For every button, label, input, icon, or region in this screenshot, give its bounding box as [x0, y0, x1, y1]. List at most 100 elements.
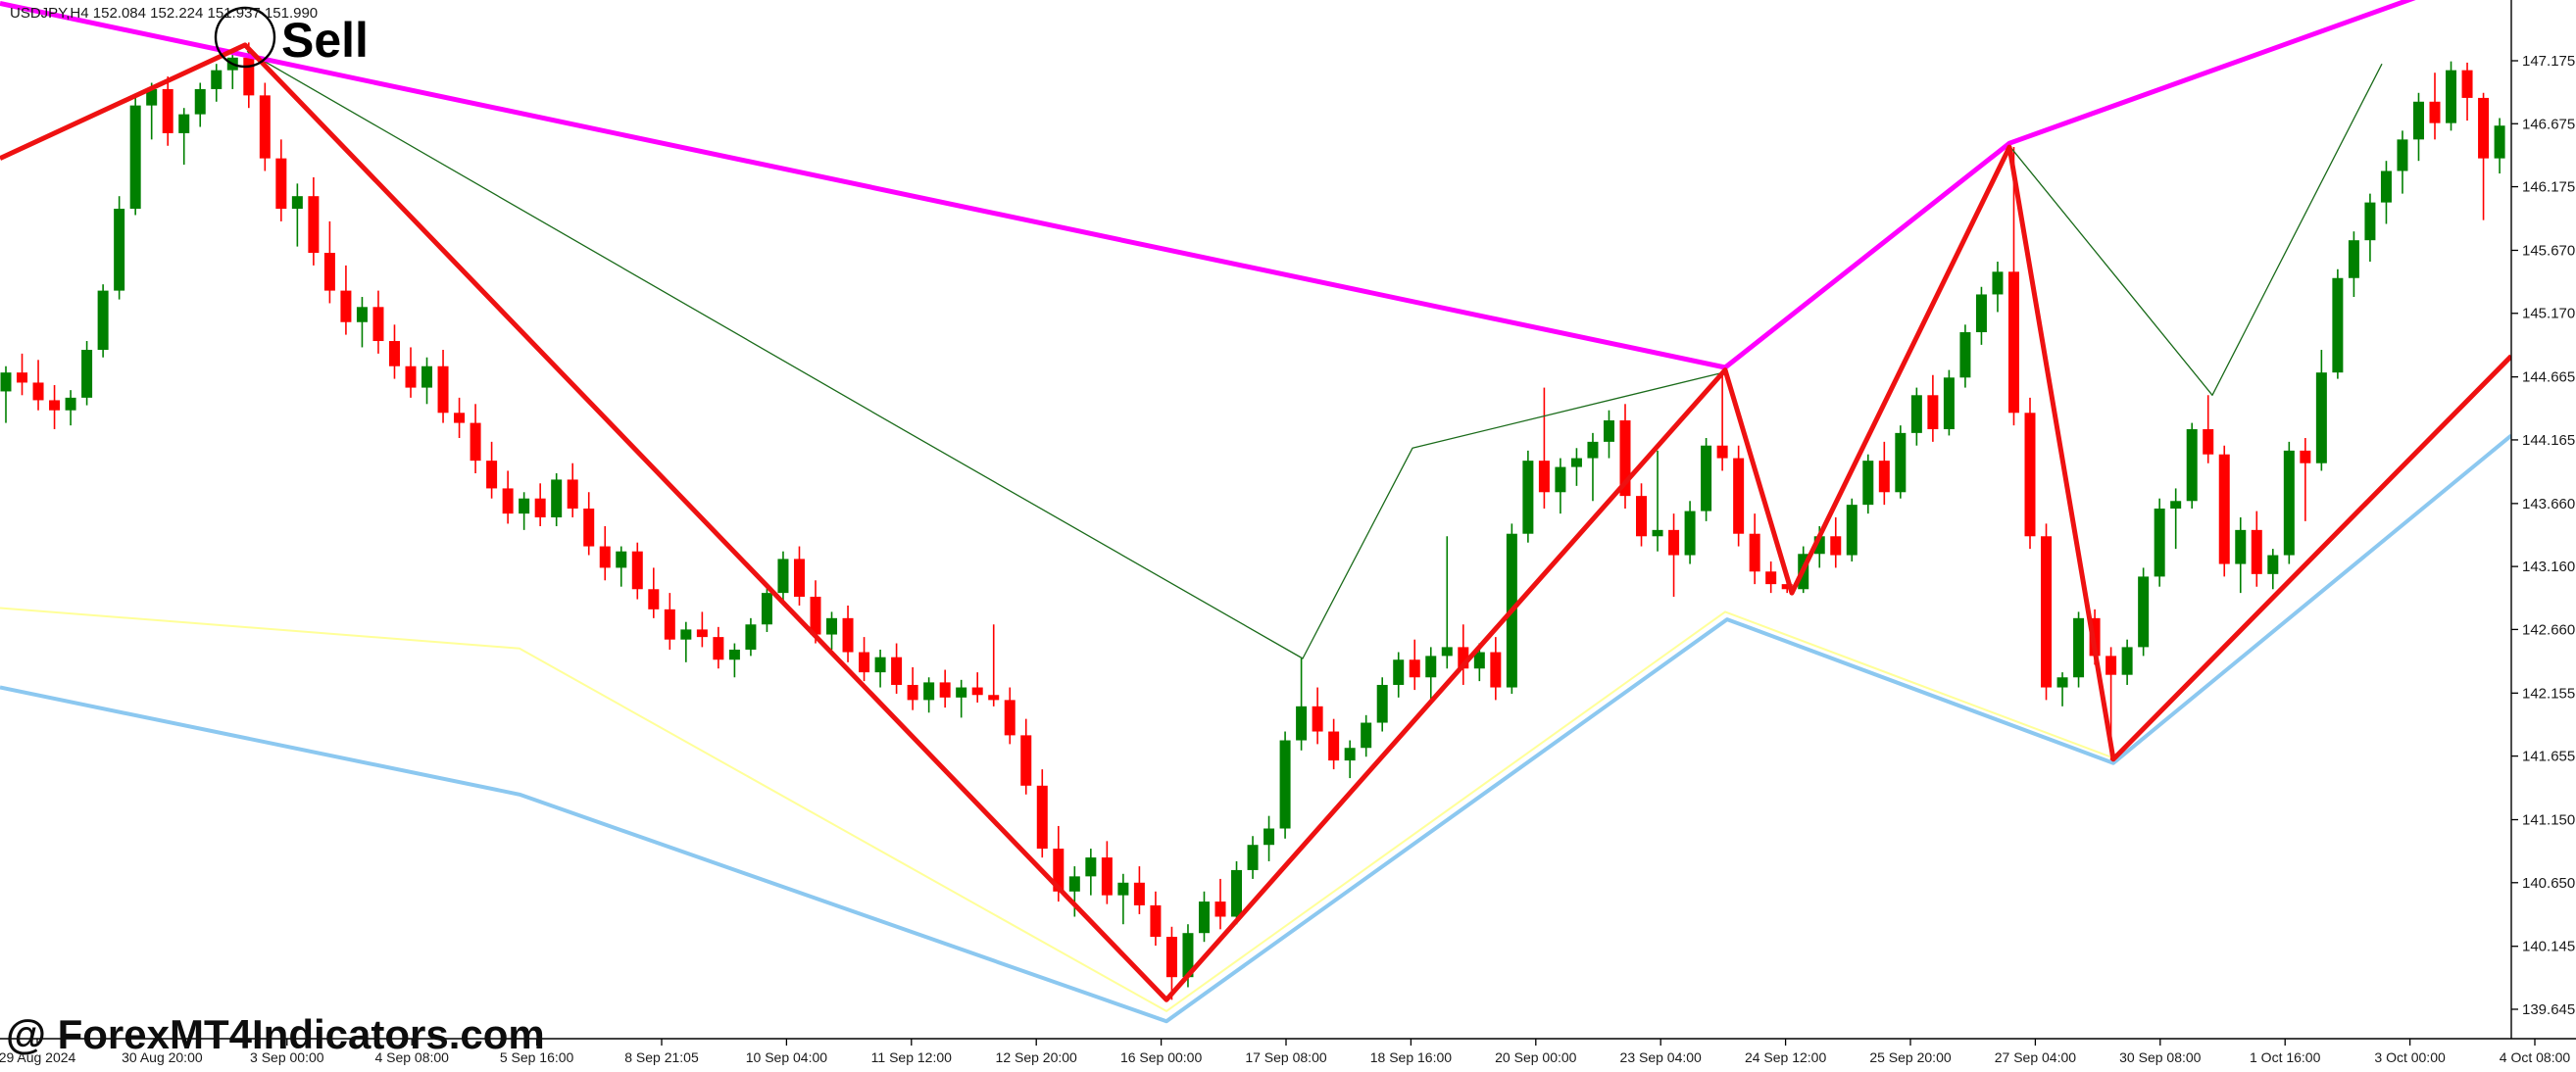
candle-bearish — [32, 382, 44, 401]
candle-bearish — [1053, 849, 1065, 892]
candle-bearish — [259, 95, 271, 159]
candle-bullish — [356, 307, 368, 322]
candle-bullish — [1943, 377, 1955, 430]
candle-bullish — [2186, 429, 2198, 502]
x-axis-label: 12 Sep 20:00 — [996, 1049, 1078, 1065]
candle-bearish — [2007, 271, 2019, 414]
plot-area[interactable] — [0, 0, 2511, 1024]
sell-signal-label[interactable]: Sell — [281, 13, 369, 68]
candle-bearish — [454, 413, 466, 423]
candle-bullish — [1701, 445, 1712, 512]
candle-bearish — [372, 307, 384, 342]
x-axis-label: 23 Sep 04:00 — [1620, 1049, 1703, 1065]
candle-bearish — [17, 372, 28, 383]
x-axis-label: 10 Sep 04:00 — [746, 1049, 828, 1065]
candle-bullish — [2412, 101, 2424, 140]
y-axis-label: 142.660 — [2522, 621, 2575, 638]
candle-bullish — [1910, 395, 1922, 433]
x-axis-label: 11 Sep 12:00 — [871, 1049, 952, 1065]
zigzag-red-indicator-line[interactable] — [0, 42, 2511, 1002]
x-axis-label: 8 Sep 21:05 — [624, 1049, 699, 1065]
candle-bullish — [1344, 748, 1356, 761]
candle-bearish — [1101, 857, 1113, 896]
candle-bearish — [859, 652, 870, 673]
candle-bearish — [988, 695, 1000, 701]
candle-bullish — [2138, 576, 2150, 648]
y-axis-label: 145.670 — [2522, 242, 2575, 259]
candle-bullish — [1975, 294, 1987, 333]
candle-bullish — [1813, 536, 1825, 555]
candle-bearish — [1538, 461, 1550, 493]
sell-signal-circle-icon[interactable] — [214, 6, 276, 69]
candle-bullish — [956, 687, 967, 698]
candle-bearish — [2203, 429, 2214, 455]
candle-bearish — [2429, 101, 2441, 123]
candle-bearish — [567, 479, 578, 509]
y-axis-label: 139.645 — [2522, 1001, 2575, 1018]
candle-bullish — [874, 657, 886, 673]
band-blue-indicator-line[interactable] — [0, 433, 2511, 1024]
pattern-green-left-indicator-line[interactable] — [246, 50, 1724, 659]
y-axis-label: 140.650 — [2522, 875, 2575, 892]
candle-bullish — [1068, 876, 1080, 892]
candle-bearish — [696, 629, 708, 638]
candle-bullish — [519, 498, 530, 514]
candle-bullish — [777, 559, 789, 594]
x-axis-label: 27 Sep 04:00 — [1995, 1049, 2077, 1065]
candle-bearish — [1733, 458, 1745, 534]
candle-bearish — [1409, 659, 1420, 678]
candle-bearish — [1165, 937, 1177, 978]
candle-bearish — [1004, 700, 1016, 736]
candle-bearish — [1020, 735, 1032, 786]
candle-bullish — [211, 70, 223, 89]
y-axis-label: 146.175 — [2522, 179, 2575, 196]
y-axis-label: 142.155 — [2522, 685, 2575, 702]
x-axis-label: 3 Oct 00:00 — [2374, 1049, 2446, 1065]
candle-bearish — [2251, 529, 2262, 574]
candle-bullish — [1441, 647, 1453, 657]
candle-bearish — [1214, 901, 1226, 917]
y-axis-label: 146.675 — [2522, 116, 2575, 132]
candle-bearish — [583, 508, 595, 547]
candle-bullish — [680, 629, 692, 640]
y-axis-label: 144.165 — [2522, 432, 2575, 449]
y-axis-label: 143.660 — [2522, 496, 2575, 512]
candle-bullish — [194, 88, 206, 115]
candle-bearish — [891, 657, 903, 685]
candle-bearish — [1458, 647, 1469, 669]
candle-bullish — [1846, 505, 1858, 556]
candle-bearish — [842, 617, 854, 653]
candle-bullish — [0, 372, 12, 392]
candle-bearish — [470, 422, 481, 462]
candle-bullish — [761, 593, 772, 625]
candle-bearish — [388, 341, 400, 366]
candle-bearish — [340, 290, 352, 322]
band-yellow-indicator-line[interactable] — [0, 607, 2114, 1012]
trend-magenta-indicator-line[interactable] — [0, 0, 2511, 370]
candle-bullish — [65, 397, 76, 411]
x-axis-label: 4 Oct 08:00 — [2500, 1049, 2571, 1065]
watermark-text: @ ForexMT4Indicators.com — [6, 1011, 545, 1057]
candle-bearish — [1150, 904, 1162, 938]
candle-bearish — [713, 637, 724, 660]
x-axis: 29 Aug 2024 30 Aug 20:00 3 Sep 00:00 4 Sep … — [0, 1039, 2570, 1065]
candle-bearish — [437, 365, 449, 414]
candle-bullish — [1198, 901, 1210, 934]
candle-bearish — [810, 596, 821, 635]
x-axis-label: 4 Sep 08:00 — [374, 1049, 449, 1065]
candle-bearish — [1927, 395, 1939, 430]
candle-bullish — [1603, 420, 1614, 442]
candle-bullish — [2494, 125, 2505, 159]
pattern-green-right-indicator-line[interactable] — [2010, 63, 2383, 396]
candle-bullish — [1992, 271, 2004, 295]
candle-bearish — [275, 158, 287, 210]
candle-bullish — [1279, 740, 1291, 829]
x-axis-label: 20 Sep 00:00 — [1495, 1049, 1577, 1065]
candle-bearish — [243, 57, 255, 96]
candle-bearish — [1781, 584, 1793, 590]
candle-bullish — [2315, 372, 2327, 463]
candle-bullish — [2348, 240, 2359, 278]
candle-bearish — [1716, 445, 1728, 459]
candle-bullish — [1895, 432, 1907, 493]
